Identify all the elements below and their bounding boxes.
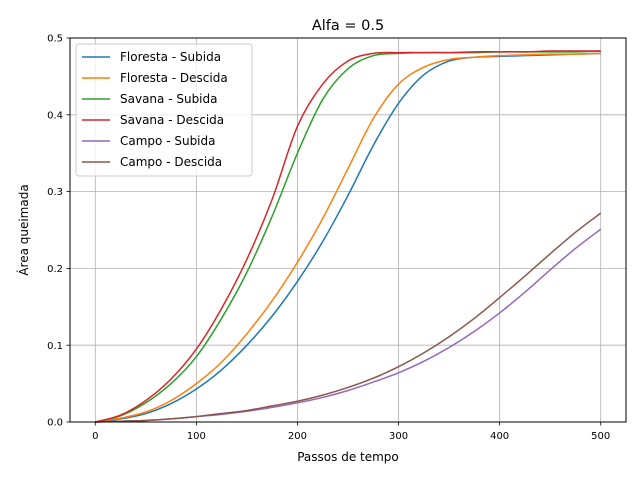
y-tick-label: 0.1 bbox=[47, 341, 63, 352]
plot-frame bbox=[69, 37, 627, 423]
x-tick-label: 100 bbox=[187, 431, 206, 442]
series-line bbox=[95, 52, 601, 423]
legend-label: Savana - Descida bbox=[120, 113, 224, 127]
x-tick-label: 200 bbox=[288, 431, 307, 442]
y-axis-label: Área queimada bbox=[16, 184, 31, 275]
series-lines bbox=[95, 50, 602, 423]
legend: Floresta - Subida Floresta - Descida Savan… bbox=[75, 43, 253, 177]
y-tick-label: 0.2 bbox=[47, 264, 63, 275]
chart-title: Alfa = 0.5 bbox=[312, 18, 384, 34]
y-tick-label: 0.4 bbox=[47, 110, 63, 121]
x-tick-label: 400 bbox=[490, 431, 509, 442]
legend-box bbox=[75, 43, 253, 177]
series-line bbox=[95, 50, 601, 423]
y-tick-label: 0.5 bbox=[47, 34, 63, 45]
grid bbox=[70, 37, 626, 423]
x-tick-label: 300 bbox=[389, 431, 408, 442]
legend-label: Floresta - Subida bbox=[120, 50, 221, 64]
x-axis-label: Passos de tempo bbox=[297, 450, 399, 464]
legend-label: Savana - Subida bbox=[120, 92, 218, 106]
axis-ticks: 0 100 200 300 400 500 0.0 0.1 0.2 0.3 0.4 0.5 bbox=[47, 34, 610, 442]
x-tick-label: 0 bbox=[92, 431, 98, 442]
y-tick-label: 0.3 bbox=[47, 187, 63, 198]
series-line bbox=[95, 52, 601, 423]
x-tick-label: 500 bbox=[591, 431, 610, 442]
legend-label: Campo - Subida bbox=[120, 134, 215, 148]
series-line bbox=[95, 212, 602, 423]
legend-label: Campo - Descida bbox=[120, 155, 222, 169]
y-tick-label: 0.0 bbox=[47, 418, 63, 429]
legend-label: Floresta - Descida bbox=[120, 71, 228, 85]
